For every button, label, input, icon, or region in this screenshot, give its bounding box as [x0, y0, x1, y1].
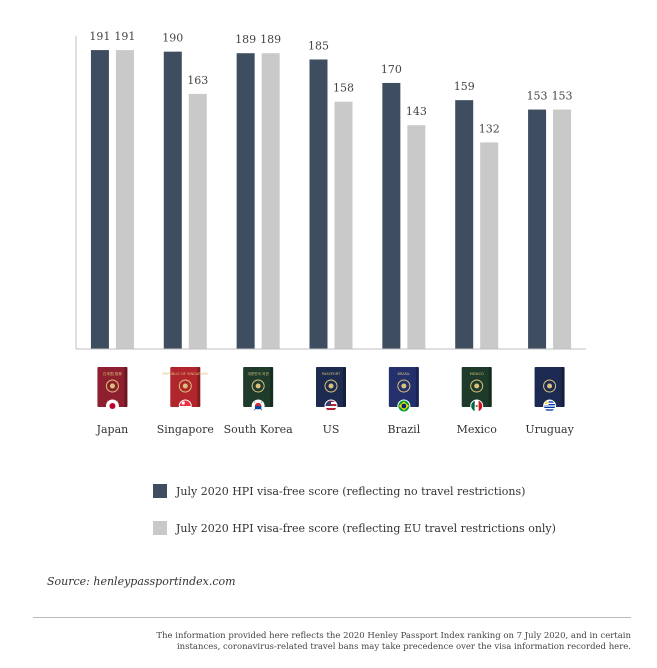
passport-emblem-center: [328, 383, 334, 389]
passport-spine: [124, 367, 128, 407]
passport-icons-layer: 日本国 旅券JAPAN REPUBLIC OF SINGAPORE 대한민국 여권 P…: [97, 367, 565, 413]
south-korea-flag-icon: [251, 399, 265, 413]
source-note: Source: henleypassportindex.com: [47, 575, 236, 588]
passport-brazil-icon: BRASIL: [388, 367, 419, 407]
category-label-japan: Japan: [96, 423, 129, 436]
singapore-flag-icon: [178, 399, 192, 413]
value-label-japan-series-2: 191: [114, 30, 135, 43]
passport-emblem-center: [255, 383, 261, 389]
passport-us-icon: PASSPORT: [316, 367, 346, 407]
axes-layer: [75, 36, 586, 350]
legend-item-series-2: July 2020 HPI visa-free score (reflectin…: [153, 519, 556, 537]
value-label-south-korea-series-2: 189: [260, 33, 281, 46]
passport-emblem-center: [182, 383, 188, 389]
bar-mexico-series-2: [480, 142, 499, 349]
value-label-singapore-series-1: 190: [162, 32, 183, 45]
value-label-us-series-2: 158: [333, 82, 354, 95]
value-label-singapore-series-2: 163: [187, 74, 208, 87]
footnote: The information provided here reflects t…: [156, 631, 631, 652]
japan-flag-icon: [105, 399, 119, 413]
passport-emblem: [470, 379, 484, 393]
bar-south-korea-series-2: [261, 53, 280, 350]
passport-cover-text: PASSPORT: [322, 372, 341, 376]
bar-us-series-2: [334, 101, 353, 349]
flag-border: [105, 399, 119, 413]
legend-swatch-series-2: [153, 521, 167, 535]
passport-spine: [415, 367, 419, 407]
passport-emblem: [178, 379, 192, 393]
bar-brazil-series-2: [407, 125, 426, 349]
category-labels-layer: Japan Singapore South Korea US Brazil Mexico U…: [96, 423, 575, 436]
passport-emblem: [324, 379, 338, 393]
passport-emblem: [105, 379, 119, 393]
category-label-us: US: [323, 423, 340, 436]
passport-spine: [488, 367, 492, 407]
footer-divider: [33, 617, 631, 618]
passport-emblem-center: [474, 383, 480, 389]
passport-uruguay-icon: [534, 367, 565, 407]
bars-layer: [90, 50, 572, 350]
bar-singapore-series-1: [163, 51, 182, 350]
category-label-mexico: Mexico: [457, 423, 498, 436]
passport-spine: [270, 367, 274, 407]
passport-emblem-center: [109, 383, 115, 389]
legend: July 2020 HPI visa-free score (reflectin…: [153, 482, 556, 556]
flag-border: [397, 399, 411, 413]
flag-border: [543, 399, 557, 413]
flag-border: [470, 399, 484, 413]
flag-border: [178, 399, 192, 413]
us-flag-icon: [324, 399, 338, 413]
value-label-south-korea-series-1: 189: [235, 33, 256, 46]
mexico-flag-icon: [470, 399, 484, 413]
bar-japan-series-2: [115, 50, 134, 350]
value-label-uruguay-series-2: 153: [552, 90, 573, 103]
passport-singapore-icon: REPUBLIC OF SINGAPORE: [162, 367, 209, 407]
passport-cover-text: BRASIL: [398, 372, 411, 376]
flag-border: [324, 399, 338, 413]
bar-chart: 191 191 190 163 189 189 185 158 170 143 159 132 153 1…: [75, 30, 586, 436]
passport-japan-icon: 日本国 旅券JAPAN: [97, 367, 128, 407]
bar-us-series-1: [309, 59, 328, 349]
passport-cover-text: REPUBLIC OF SINGAPORE: [162, 372, 209, 376]
bar-south-korea-series-1: [236, 53, 255, 350]
passport-cover-text: 대한민국 여권: [248, 371, 269, 376]
legend-label-series-2: July 2020 HPI visa-free score (reflectin…: [176, 521, 556, 535]
passport-emblem-center: [401, 383, 407, 389]
passport-emblem: [543, 379, 557, 393]
passport-emblem: [251, 379, 265, 393]
uruguay-flag-icon: [543, 399, 557, 413]
value-label-mexico-series-1: 159: [454, 80, 475, 93]
value-label-mexico-series-2: 132: [479, 122, 500, 135]
passport-south-korea-icon: 대한민국 여권: [243, 367, 274, 407]
legend-item-series-1: July 2020 HPI visa-free score (reflectin…: [153, 482, 556, 500]
bar-uruguay-series-1: [528, 109, 547, 350]
passport-cover-text: 日本国 旅券: [103, 371, 123, 376]
legend-label-series-1: July 2020 HPI visa-free score (reflectin…: [176, 484, 526, 498]
passport-mexico-icon: MEXICO: [461, 367, 492, 407]
bar-mexico-series-1: [455, 100, 474, 349]
value-label-japan-series-1: 191: [89, 30, 110, 43]
passport-emblem: [397, 379, 411, 393]
value-labels-layer: 191 191 190 163 189 189 185 158 170 143 159 132 153 1…: [89, 30, 572, 135]
bar-singapore-series-2: [188, 93, 207, 349]
brazil-flag-icon: [397, 399, 411, 413]
flag-border: [251, 399, 265, 413]
category-label-uruguay: Uruguay: [525, 423, 574, 436]
passport-spine: [197, 367, 201, 407]
value-label-brazil-series-1: 170: [381, 63, 402, 76]
value-label-us-series-1: 185: [308, 39, 329, 52]
value-label-uruguay-series-1: 153: [527, 90, 548, 103]
category-label-brazil: Brazil: [387, 423, 420, 436]
passport-spine: [343, 367, 346, 407]
category-label-south-korea: South Korea: [224, 423, 294, 436]
bar-uruguay-series-2: [553, 109, 572, 350]
passport-spine: [561, 367, 565, 407]
passport-cover-text: MEXICO: [470, 372, 484, 376]
category-label-singapore: Singapore: [157, 423, 214, 436]
passport-emblem-center: [547, 383, 553, 389]
bar-japan-series-1: [90, 50, 109, 350]
legend-swatch-series-1: [153, 484, 167, 498]
bar-brazil-series-1: [382, 82, 401, 349]
value-label-brazil-series-2: 143: [406, 105, 427, 118]
